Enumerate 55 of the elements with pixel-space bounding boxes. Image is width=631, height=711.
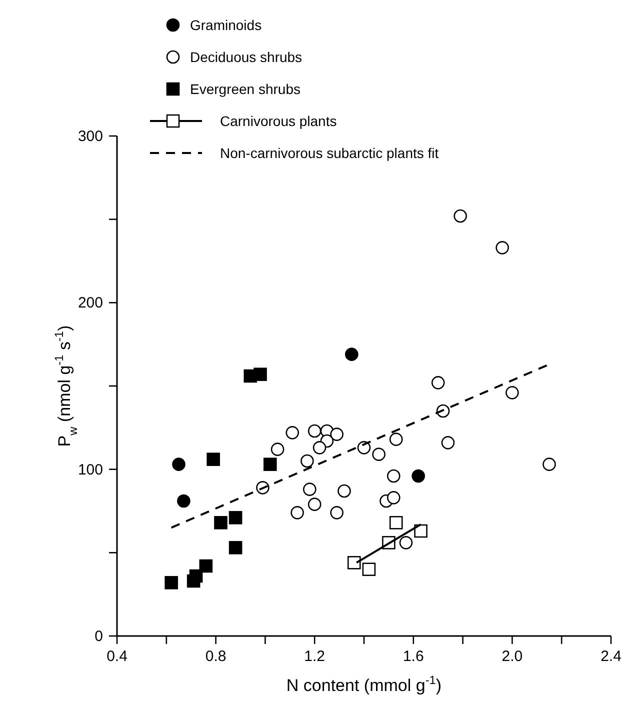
point — [386, 469, 400, 483]
point — [386, 491, 400, 504]
point — [330, 506, 344, 520]
x-tick-label: 0.4 — [106, 648, 128, 665]
point — [177, 494, 190, 508]
point — [199, 559, 213, 573]
x-axis-title: N content (mmol g$^{-1}$) — [286, 673, 442, 695]
y-tick-label: 300 — [78, 128, 103, 145]
point — [228, 511, 242, 524]
point — [542, 458, 556, 471]
point — [270, 442, 284, 456]
legend-label: Deciduous shrubs — [190, 49, 302, 65]
point — [362, 562, 376, 576]
point — [389, 516, 403, 530]
point — [431, 376, 445, 390]
point — [414, 524, 428, 538]
point — [300, 454, 314, 468]
point — [312, 441, 326, 454]
y-tick-label: 0 — [94, 628, 103, 645]
point — [206, 452, 220, 466]
point — [389, 432, 403, 446]
point — [330, 428, 344, 441]
point — [338, 484, 351, 498]
point — [303, 482, 316, 496]
point — [263, 458, 277, 471]
point — [214, 516, 228, 530]
point — [412, 469, 425, 483]
y-tick-label: 100 — [78, 461, 103, 478]
point — [172, 458, 186, 471]
x-tick-label: 1.6 — [402, 648, 424, 665]
point — [290, 506, 304, 520]
x-tick-label: 2.0 — [502, 648, 523, 665]
x-tick-label: 2.4 — [600, 648, 622, 665]
point — [496, 241, 509, 254]
point — [347, 556, 361, 570]
point — [454, 209, 467, 223]
x-tick-label: 1.2 — [304, 648, 326, 665]
legend-label: Graminoids — [190, 17, 262, 33]
legend-label: Carnivorous plants — [220, 113, 337, 129]
y-tick-label: 200 — [78, 294, 103, 312]
point — [372, 448, 386, 461]
point — [399, 536, 413, 550]
point — [164, 576, 178, 590]
x-tick-label: 0.8 — [205, 648, 226, 665]
legend-label: Evergreen shrubs — [190, 81, 301, 97]
point — [506, 386, 519, 400]
point — [189, 569, 203, 583]
point — [308, 498, 322, 511]
point — [308, 424, 322, 438]
point — [345, 348, 358, 361]
point — [286, 426, 300, 440]
point — [254, 368, 267, 381]
legend-label: Non-carnivorous subarctic plants fit — [220, 145, 439, 161]
point — [228, 541, 242, 554]
point — [441, 436, 455, 450]
